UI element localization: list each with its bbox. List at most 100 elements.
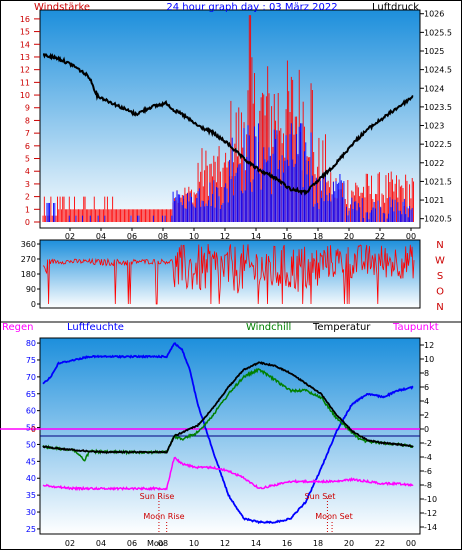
y-left-tick: 10 xyxy=(20,91,30,100)
y-left-tick: 14 xyxy=(20,40,30,49)
y-left-tick: 11 xyxy=(20,78,30,87)
humidity-line xyxy=(42,342,414,525)
humidity-y-tick: 40 xyxy=(26,474,36,483)
x-tick-bottom: 00 xyxy=(406,539,416,548)
y-right-tick: 1024.5 xyxy=(424,66,452,75)
humidity-y-tick: 65 xyxy=(26,390,36,399)
y-right-tick: 1021 xyxy=(424,196,444,205)
humidity-y-tick: 55 xyxy=(26,424,36,433)
direction-y-tick: 180 xyxy=(21,270,36,279)
humidity-y-tick: 25 xyxy=(26,525,36,534)
y-left-tick: 6 xyxy=(25,142,30,151)
humidity-y-tick: 75 xyxy=(26,356,36,365)
x-tick-bottom: 22 xyxy=(375,539,385,548)
humidity-y-tick: 35 xyxy=(26,491,36,500)
direction-y-tick: 360 xyxy=(21,240,36,249)
x-tick-top: 12 xyxy=(220,232,230,241)
temperature-y-tick: 6 xyxy=(424,383,429,392)
direction-compass-label: N xyxy=(436,240,443,251)
moon-tick-label: Moo xyxy=(147,539,164,548)
x-tick-bottom: 18 xyxy=(313,539,323,548)
sun-rise-label: Sun Rise xyxy=(140,492,175,501)
x-tick-top: 00 xyxy=(406,232,416,241)
x-tick-bottom: 16 xyxy=(282,539,292,548)
y-left-tick: 3 xyxy=(25,180,30,189)
temperature-y-tick: -4 xyxy=(424,453,432,462)
y-left-tick: 16 xyxy=(20,15,30,24)
direction-compass-label: W xyxy=(435,256,445,267)
x-tick-top: 02 xyxy=(65,232,75,241)
x-tick-bottom: 10 xyxy=(189,539,199,548)
y-right-tick: 1020.5 xyxy=(424,215,452,224)
humidity-y-tick: 50 xyxy=(26,440,36,449)
direction-y-tick: 90 xyxy=(26,285,36,294)
x-tick-top: 10 xyxy=(189,232,199,241)
y-left-tick: 2 xyxy=(25,193,30,202)
windchill-line xyxy=(42,367,414,462)
temperature-y-tick: 2 xyxy=(424,411,429,420)
header-windstaerke: Windstärke xyxy=(34,2,90,13)
dewpoint-line xyxy=(42,456,414,492)
direction-compass-label: O xyxy=(436,287,444,298)
x-tick-top: 06 xyxy=(127,232,137,241)
y-left-tick: 8 xyxy=(25,116,30,125)
x-tick-bottom: 20 xyxy=(344,539,354,548)
y-left-tick: 13 xyxy=(20,53,30,62)
y-left-tick: 12 xyxy=(20,66,30,75)
x-tick-bottom: 08 xyxy=(158,539,168,548)
humidity-y-tick: 30 xyxy=(26,508,36,517)
sun-set-label: Sun Set xyxy=(305,492,336,501)
y-right-tick: 1025 xyxy=(424,47,444,56)
chart-title: 24 hour graph day : 03 März 2022 xyxy=(166,2,337,13)
y-right-tick: 1026 xyxy=(424,10,444,19)
direction-y-tick: 270 xyxy=(21,255,36,264)
y-right-tick: 1023.5 xyxy=(424,103,452,112)
y-left-tick: 1 xyxy=(25,205,30,214)
y-left-tick: 0 xyxy=(25,218,30,227)
label-windchill: Windchill xyxy=(246,322,291,333)
humidity-y-tick: 80 xyxy=(26,339,36,348)
moon-rise-label: Moon Rise xyxy=(143,512,184,521)
label-luftfeuchte: Luftfeuchte xyxy=(67,322,124,333)
label-taupunkt: Taupunkt xyxy=(392,322,439,333)
y-right-tick: 1024 xyxy=(424,84,444,93)
temperature-y-tick: 12 xyxy=(424,341,434,350)
zero-label: 0 xyxy=(31,425,36,434)
label-temperatur: Temperatur xyxy=(312,322,371,333)
label-regen: Regen xyxy=(2,322,34,333)
x-tick-bottom: 14 xyxy=(251,539,261,548)
y-left-tick: 5 xyxy=(25,155,30,164)
temperature-y-tick: -14 xyxy=(424,523,437,532)
wind-direction-line xyxy=(42,243,415,305)
x-tick-top: 22 xyxy=(375,232,385,241)
x-tick-top: 20 xyxy=(344,232,354,241)
x-tick-bottom: 04 xyxy=(96,539,106,548)
temperature-y-tick: 10 xyxy=(424,355,434,364)
y-right-tick: 1023 xyxy=(424,122,444,131)
moon-set-label: Moon Set xyxy=(315,512,352,521)
direction-compass-label: N xyxy=(436,302,443,313)
header-luftdruck: Luftdruck xyxy=(372,2,419,13)
humidity-y-tick: 60 xyxy=(26,407,36,416)
x-tick-top: 18 xyxy=(313,232,323,241)
humidity-y-tick: 70 xyxy=(26,373,36,382)
temperature-y-tick: -12 xyxy=(424,509,437,518)
x-tick-top: 16 xyxy=(282,232,292,241)
direction-y-tick: 0 xyxy=(31,300,36,309)
x-tick-bottom: 02 xyxy=(65,539,75,548)
temperature-line xyxy=(42,361,414,454)
y-right-tick: 1022 xyxy=(424,159,444,168)
y-left-tick: 9 xyxy=(25,104,30,113)
y-right-tick: 1021.5 xyxy=(424,177,452,186)
y-left-tick: 15 xyxy=(20,28,30,37)
y-left-tick: 7 xyxy=(25,129,30,138)
temperature-y-tick: -2 xyxy=(424,439,432,448)
pressure-line xyxy=(42,52,414,196)
x-tick-top: 14 xyxy=(251,232,261,241)
humidity-y-tick: 45 xyxy=(26,457,36,466)
wind-average-series xyxy=(46,123,413,222)
temperature-y-tick: 0 xyxy=(424,425,429,434)
y-right-tick: 1025.5 xyxy=(424,28,452,37)
temperature-y-tick: -8 xyxy=(424,481,432,490)
